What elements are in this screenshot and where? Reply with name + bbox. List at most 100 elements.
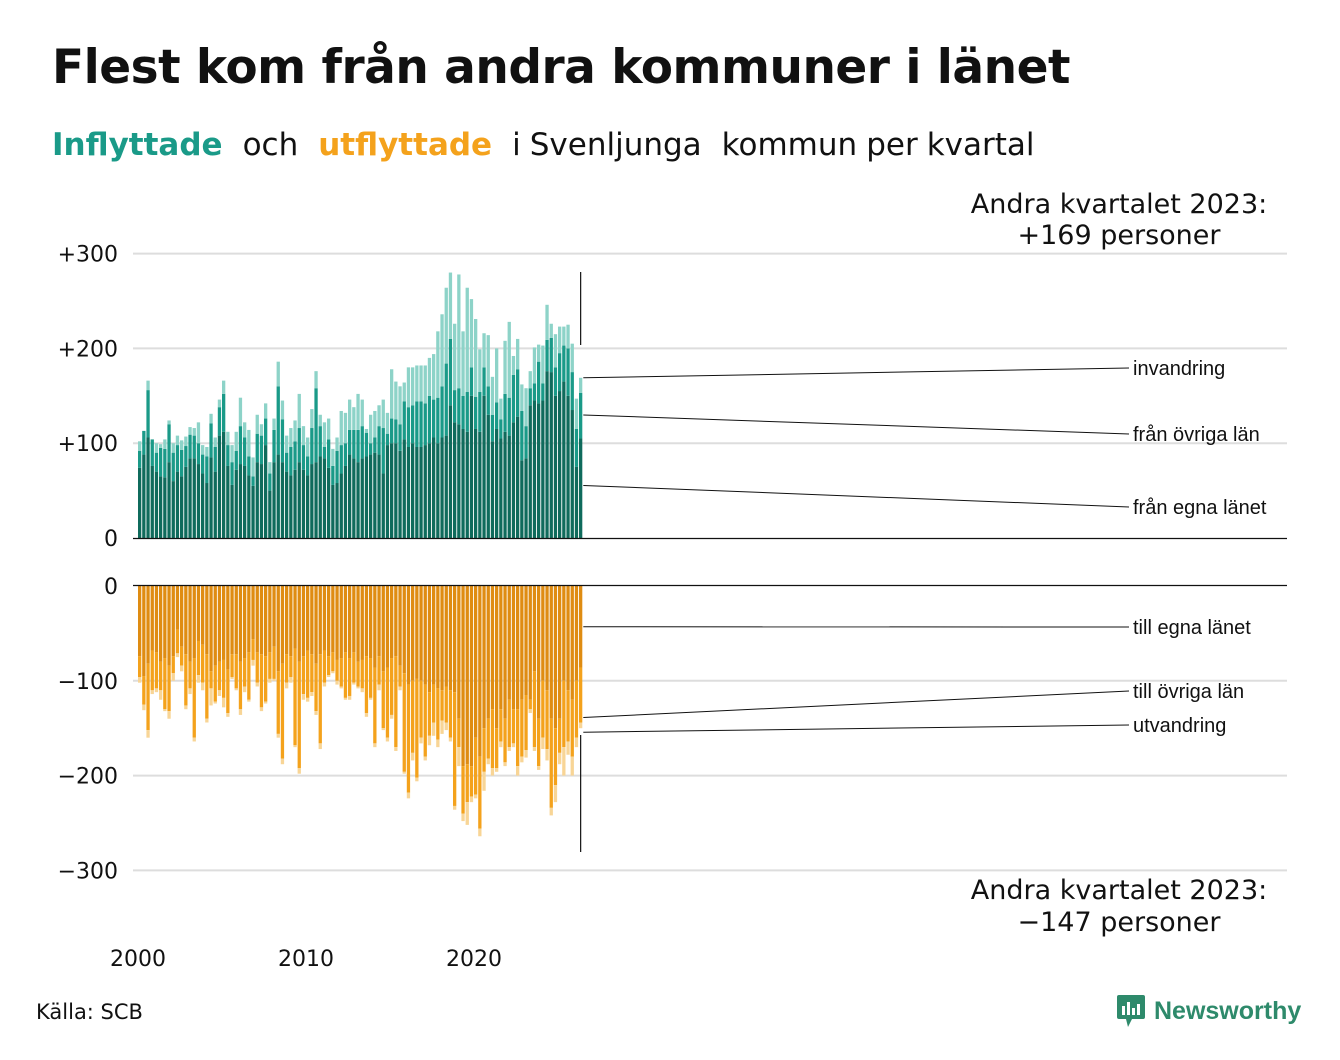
- out-bar-till-egna-länet: [226, 586, 230, 670]
- annotation-lower: −147 personer: [1017, 907, 1221, 938]
- out-bar-till-övriga-län: [251, 639, 255, 660]
- out-bar-till-övriga-län: [322, 650, 327, 683]
- out-bar-till-egna-länet: [381, 586, 385, 672]
- in-bar-invandring: [415, 365, 419, 402]
- in-bar-från-egna-länet: [507, 435, 511, 538]
- in-bar-från-egna-länet: [209, 457, 213, 538]
- in-bar-från-övriga-län: [301, 445, 306, 470]
- out-bar-utvandring: [285, 682, 289, 689]
- in-bar-från-övriga-län: [217, 407, 222, 436]
- out-bar-till-övriga-län: [579, 667, 583, 723]
- out-bar-till-övriga-län: [293, 648, 297, 746]
- in-bar-invandring: [537, 344, 541, 362]
- in-bar-från-egna-länet: [322, 458, 327, 538]
- out-bar-utvandring: [369, 697, 373, 700]
- out-bar-till-övriga-län: [503, 718, 507, 763]
- in-bar-från-egna-länet: [574, 466, 579, 538]
- in-bar-från-övriga-län: [411, 405, 415, 444]
- segment-leader-line: [583, 724, 1130, 733]
- in-bar-från-övriga-län: [364, 432, 369, 457]
- out-bar-utvandring: [444, 722, 448, 731]
- out-bar-utvandring: [327, 675, 331, 678]
- in-bar-från-egna-länet: [339, 473, 343, 538]
- in-bar-från-egna-länet: [222, 431, 226, 538]
- out-bar-till-egna-länet: [373, 586, 377, 668]
- out-bar-till-övriga-län: [339, 658, 343, 687]
- in-bar-invandring: [335, 437, 339, 451]
- in-bar-invandring: [297, 393, 301, 429]
- in-bar-från-övriga-län: [448, 338, 453, 406]
- out-bar-till-övriga-län: [507, 699, 511, 748]
- out-bar-utvandring: [234, 688, 238, 691]
- out-bar-till-övriga-län: [318, 654, 322, 744]
- out-bar-till-egna-länet: [507, 586, 511, 700]
- out-bar-utvandring: [192, 737, 196, 742]
- out-bar-till-övriga-län: [310, 654, 314, 693]
- in-bar-från-övriga-län: [507, 397, 511, 436]
- in-bar-invandring: [188, 427, 192, 435]
- out-bar-till-egna-länet: [331, 586, 335, 653]
- out-bar-till-övriga-län: [138, 656, 142, 678]
- in-bar-invandring: [327, 418, 331, 440]
- out-bar-utvandring: [579, 722, 583, 729]
- in-bar-från-egna-länet: [201, 473, 205, 538]
- annotation-lower: Andra kvartalet 2023:: [971, 875, 1267, 906]
- out-bar-till-övriga-län: [436, 688, 440, 740]
- in-bar-från-övriga-län: [264, 418, 268, 446]
- in-bar-invandring: [579, 377, 583, 393]
- out-bar-utvandring: [549, 807, 553, 816]
- out-bar-till-övriga-län: [154, 652, 159, 689]
- in-bar-från-övriga-län: [159, 447, 163, 477]
- in-bar-invandring: [558, 326, 562, 354]
- out-bar-utvandring: [146, 730, 150, 738]
- in-bar-invandring: [348, 399, 352, 430]
- out-bar-till-egna-länet: [167, 586, 171, 666]
- in-bar-från-övriga-län: [348, 429, 352, 455]
- in-bar-invandring: [411, 367, 415, 406]
- out-bar-till-egna-länet: [499, 586, 503, 710]
- grid-layer: [133, 252, 1287, 872]
- in-bar-från-övriga-län: [352, 429, 356, 459]
- out-bar-utvandring: [226, 713, 230, 717]
- segment-leader-line: [583, 690, 1130, 719]
- out-bar-utvandring: [537, 766, 541, 770]
- in-bar-invandring: [469, 299, 474, 368]
- out-bar-till-egna-länet: [213, 586, 217, 666]
- out-bar-till-egna-länet: [474, 586, 478, 738]
- out-bar-till-egna-länet: [142, 586, 146, 677]
- in-bar-från-övriga-län: [192, 435, 196, 459]
- out-bar-till-egna-länet: [457, 586, 461, 719]
- in-bar-från-övriga-län: [423, 403, 427, 446]
- subtitle-inflyttade: Inflyttade: [52, 127, 223, 163]
- out-bar-till-övriga-län: [301, 656, 306, 695]
- out-bar-till-egna-länet: [482, 586, 486, 729]
- newsworthy-logo-icon: [1117, 995, 1145, 1027]
- in-bar-från-övriga-län: [532, 383, 537, 401]
- in-bar-från-övriga-län: [230, 462, 234, 485]
- subtitle-kommun: kommun: [721, 127, 858, 163]
- out-bar-utvandring: [255, 682, 259, 687]
- out-bar-utvandring: [528, 709, 532, 714]
- in-bar-invandring: [566, 324, 570, 349]
- in-bar-invandring: [448, 272, 453, 339]
- in-bar-från-övriga-län: [268, 473, 272, 491]
- out-bar-utvandring: [222, 697, 226, 708]
- in-bar-från-övriga-län: [276, 386, 280, 455]
- in-bar-från-egna-länet: [394, 443, 398, 538]
- in-bar-från-egna-länet: [314, 462, 318, 538]
- out-bar-till-övriga-län: [297, 661, 301, 769]
- out-bar-utvandring: [440, 720, 444, 734]
- out-bar-till-övriga-län: [394, 656, 398, 748]
- in-bar-från-egna-länet: [566, 395, 570, 538]
- in-bar-från-övriga-län: [482, 367, 486, 396]
- out-bar-till-övriga-län: [247, 652, 251, 700]
- out-bar-till-övriga-län: [574, 680, 579, 738]
- segment-label: utvandring: [1133, 715, 1226, 737]
- in-bar-invandring: [272, 418, 276, 430]
- in-bar-från-egna-länet: [327, 467, 331, 538]
- out-bar-till-egna-länet: [549, 586, 553, 719]
- out-bar-till-övriga-län: [356, 661, 360, 687]
- in-bar-invandring: [306, 437, 310, 457]
- in-bar-från-egna-länet: [457, 424, 461, 538]
- out-bar-till-egna-länet: [150, 586, 154, 651]
